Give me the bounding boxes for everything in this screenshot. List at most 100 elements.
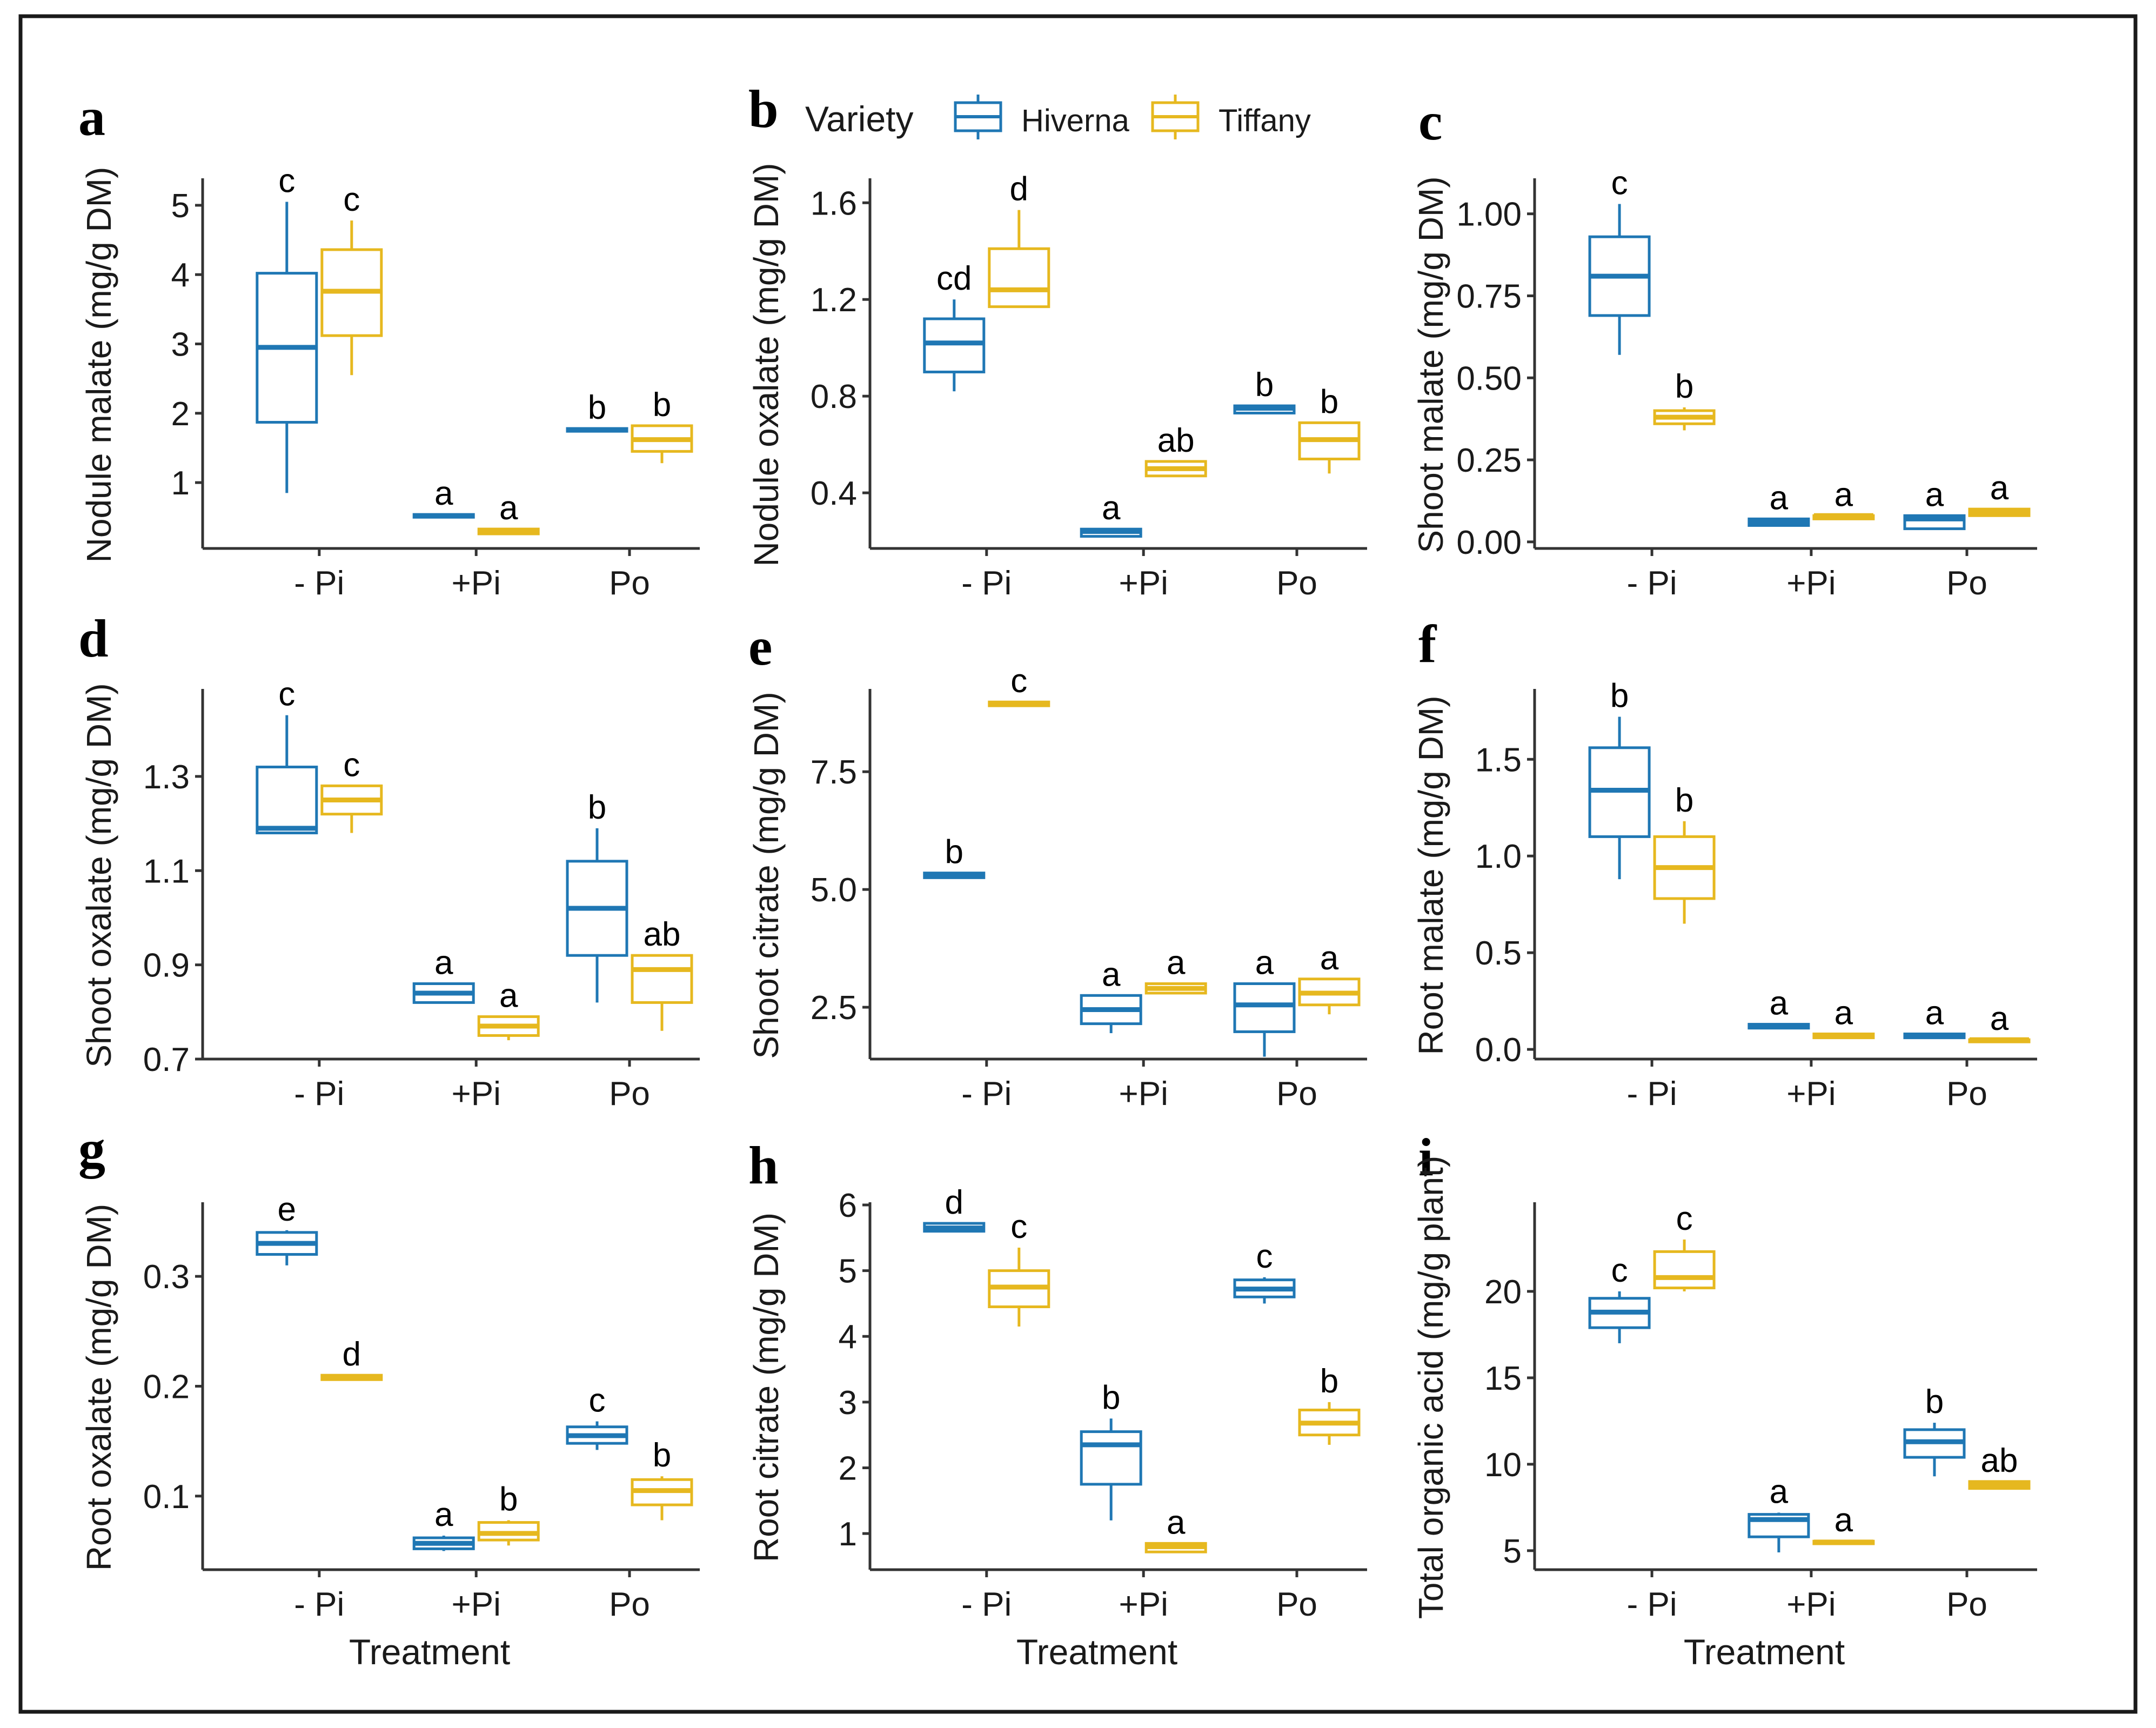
significance-letter: a xyxy=(434,945,453,982)
y-tick-label: 5 xyxy=(1503,1533,1522,1570)
box-tiffany-2: b xyxy=(631,386,693,464)
x-tick-label: Po xyxy=(1276,565,1317,602)
y-tick-label: 1 xyxy=(171,465,190,502)
x-tick-label: - Pi xyxy=(294,565,344,602)
box-hiverna-1: a xyxy=(1080,490,1142,538)
significance-letter: c xyxy=(343,746,360,783)
y-tick-label: 0.1 xyxy=(143,1478,190,1516)
box-tiffany-1: a xyxy=(477,490,540,535)
y-tick-label: 15 xyxy=(1484,1360,1522,1397)
significance-letter: c xyxy=(343,181,360,218)
y-tick-label: 2 xyxy=(839,1450,857,1487)
y-tick-label: 1.6 xyxy=(811,185,857,222)
significance-letter: a xyxy=(1925,994,1944,1032)
box-hiverna-1: b xyxy=(1080,1379,1142,1521)
box-tiffany-0: c xyxy=(988,1208,1050,1327)
significance-letter: a xyxy=(1925,476,1944,513)
panel-h-tag: h xyxy=(748,1135,779,1195)
x-tick-label: - Pi xyxy=(1627,565,1677,602)
y-axis-title: Root citrate (mg/g DM) xyxy=(747,1213,786,1562)
box-hiverna-2: a xyxy=(1233,945,1296,1057)
y-axis-title: Nodule malate (mg/g DM) xyxy=(79,167,118,563)
legend: Variety Hiverna Tiffany xyxy=(805,95,1311,139)
y-tick-label: 2.5 xyxy=(811,989,857,1027)
x-tick-label: +Pi xyxy=(1786,565,1836,602)
box-tiffany-2: b xyxy=(1298,1363,1361,1445)
significance-letter: b xyxy=(1320,1363,1338,1400)
box-tiffany-1: a xyxy=(477,977,540,1041)
significance-letter: b xyxy=(1675,782,1693,819)
significance-letter: c xyxy=(1256,1238,1273,1275)
y-tick-label: 1.2 xyxy=(811,282,857,319)
box-tiffany-0: b xyxy=(1653,782,1716,924)
y-tick-label: 0.00 xyxy=(1456,524,1522,561)
x-tick-label: Po xyxy=(1946,1586,1987,1623)
y-tick-label: 0.5 xyxy=(1475,935,1522,972)
significance-letter: a xyxy=(499,490,518,527)
significance-letter: c xyxy=(1611,165,1628,202)
panel-a: a 1 2 3 4 5 - Pi +Pi Po Nodule malate (mg/g DM) c a… xyxy=(78,87,700,602)
box-tiffany-0: c xyxy=(320,746,383,833)
y-tick-label: 1.1 xyxy=(143,853,190,890)
box-tiffany-0: d xyxy=(320,1336,383,1381)
legend-title: Variety xyxy=(805,99,914,139)
box-hiverna-2: c xyxy=(566,1382,628,1450)
significance-letter: b xyxy=(1610,678,1629,715)
y-tick-label: 0.4 xyxy=(811,475,857,512)
box-hiverna-2: b xyxy=(566,389,628,433)
x-tick-label: Po xyxy=(609,1075,650,1113)
panel-f: f 0.0 0.5 1.0 1.5 - Pi +Pi Po Root malate (mg/g … xyxy=(1411,614,2037,1113)
y-axis-title: Root malate (mg/g DM) xyxy=(1411,695,1450,1055)
y-tick-label: 3 xyxy=(839,1384,857,1422)
significance-letter: a xyxy=(1834,1502,1853,1539)
y-tick-label: 2 xyxy=(171,396,190,433)
significance-letter: b xyxy=(1675,368,1693,405)
box-hiverna-1: a xyxy=(412,945,475,1004)
significance-letter: a xyxy=(1770,479,1789,517)
panel-b: b 0.4 0.8 1.2 1.6 - Pi +Pi Po Nodule oxalate (mg… xyxy=(747,79,1367,602)
x-tick-label: - Pi xyxy=(294,1075,344,1113)
box-tiffany-2: a xyxy=(1968,1000,2031,1043)
x-tick-label: +Pi xyxy=(1119,1075,1168,1113)
box-tiffany-2: b xyxy=(1298,383,1361,474)
box-body xyxy=(1080,1430,1142,1486)
significance-letter: a xyxy=(1834,476,1853,513)
significance-letter: c xyxy=(278,676,295,713)
box-hiverna-1: a xyxy=(1080,956,1142,1034)
x-tick-label: Po xyxy=(1946,565,1987,602)
panel-g: g 0.1 0.2 0.3 - Pi +Pi Po Root oxalate (mg/g DM… xyxy=(78,1119,700,1672)
significance-letter: e xyxy=(278,1191,296,1228)
panel-g-tag: g xyxy=(78,1119,105,1179)
y-tick-label: 1.0 xyxy=(1475,838,1522,875)
significance-letter: a xyxy=(1990,1000,2009,1037)
significance-letter: a xyxy=(434,1496,453,1533)
box-tiffany-1: a xyxy=(1812,1502,1875,1545)
panel-b-tag: b xyxy=(748,79,779,139)
significance-letter: c xyxy=(1010,1208,1027,1245)
x-tick-label: +Pi xyxy=(452,565,501,602)
legend-key-tiffany xyxy=(1151,95,1200,139)
y-axis-title: Nodule oxalate (mg/g DM) xyxy=(747,163,786,567)
box-body xyxy=(1233,982,1296,1033)
y-tick-label: 1.00 xyxy=(1456,196,1522,233)
x-tick-label: Po xyxy=(609,565,650,602)
box-tiffany-1: a xyxy=(1144,945,1207,995)
box-tiffany-0: c xyxy=(320,181,383,376)
box-tiffany-2: ab xyxy=(631,916,693,1031)
panel-f-tag: f xyxy=(1418,614,1437,674)
significance-letter: b xyxy=(1925,1383,1944,1421)
panel-i-tag: i xyxy=(1418,1127,1434,1187)
significance-letter: a xyxy=(1320,940,1339,977)
y-tick-label: 3 xyxy=(171,326,190,364)
y-tick-label: 0.50 xyxy=(1456,360,1522,397)
significance-letter: cd xyxy=(936,260,972,297)
x-tick-label: Po xyxy=(609,1586,650,1623)
x-tick-label: +Pi xyxy=(1119,565,1168,602)
legend-key-hiverna xyxy=(954,95,1002,139)
legend-label-hiverna: Hiverna xyxy=(1021,103,1130,138)
box-hiverna-1: a xyxy=(1747,479,1810,527)
significance-letter: a xyxy=(434,475,453,512)
box-body xyxy=(631,954,693,1004)
box-hiverna-0: b xyxy=(923,834,986,879)
x-tick-label: Po xyxy=(1276,1586,1317,1623)
